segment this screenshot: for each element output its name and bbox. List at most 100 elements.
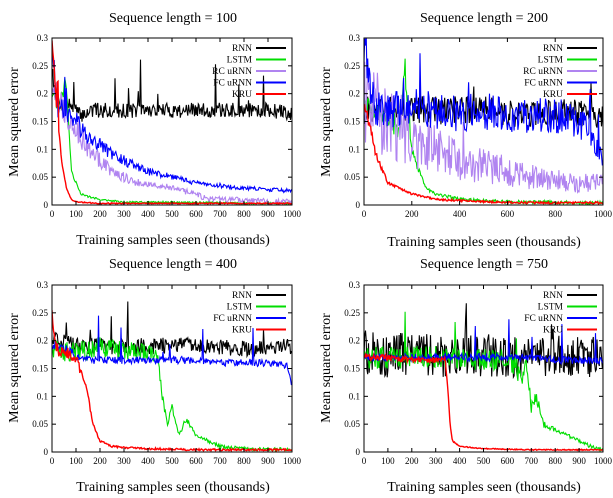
x-tick-label: 0 <box>50 456 55 466</box>
x-axis-label: Training samples seen (thousands) <box>76 480 270 495</box>
legend-label-fc-urnn: FC uRNN <box>213 314 252 324</box>
x-tick-label: 0 <box>362 456 367 466</box>
y-tick-label: 0.1 <box>349 144 360 154</box>
chart-panel-seq-400: Sequence length = 400 Training samples s… <box>7 257 302 495</box>
legend-label-rnn: RNN <box>543 291 563 301</box>
series-line-lstm <box>364 58 603 205</box>
chart-panel-seq-750: Sequence length = 750 Training samples s… <box>319 257 613 495</box>
x-tick-label: 500 <box>165 456 179 466</box>
x-tick-label: 400 <box>453 209 467 219</box>
y-tick-label: 0 <box>44 447 49 457</box>
y-tick-label: 0.3 <box>37 280 49 290</box>
series-line-lstm <box>364 311 603 452</box>
y-tick-label: 0.1 <box>37 391 48 401</box>
y-axis-label: Mean squared error <box>319 313 334 423</box>
x-tick-label: 0 <box>362 209 367 219</box>
x-tick-label: 700 <box>213 209 227 219</box>
y-tick-label: 0.2 <box>37 89 48 99</box>
y-tick-label: 0.3 <box>349 280 361 290</box>
series-line-rnn <box>364 303 603 380</box>
x-axis-label: Training samples seen (thousands) <box>76 233 270 248</box>
x-tick-label: 900 <box>261 456 275 466</box>
legend-label-kru: KRU <box>543 90 563 100</box>
x-tick-label: 1000 <box>594 456 613 466</box>
series-line-fc-urnn <box>52 315 292 386</box>
legend-label-fc-urnn: FC uRNN <box>524 314 563 324</box>
x-tick-label: 400 <box>141 456 155 466</box>
y-tick-label: 0.15 <box>32 364 48 374</box>
chart-panel-seq-100: Sequence length = 100 Training samples s… <box>7 11 302 248</box>
legend-label-lstm: LSTM <box>227 303 253 313</box>
x-tick-label: 300 <box>429 456 443 466</box>
legend-label-lstm: LSTM <box>538 303 564 313</box>
y-tick-label: 0.25 <box>344 61 360 71</box>
y-tick-label: 0.3 <box>349 33 361 43</box>
x-tick-label: 400 <box>141 209 155 219</box>
y-tick-label: 0.1 <box>349 391 360 401</box>
legend-label-rnn: RNN <box>232 44 252 54</box>
x-tick-label: 300 <box>117 456 131 466</box>
series-line-fc-urnn <box>364 38 603 166</box>
y-tick-label: 0 <box>356 447 361 457</box>
y-tick-label: 0.05 <box>32 172 48 182</box>
y-axis-label: Mean squared error <box>7 67 22 177</box>
x-tick-label: 200 <box>93 456 107 466</box>
x-tick-label: 100 <box>69 456 83 466</box>
y-tick-label: 0.15 <box>344 117 360 127</box>
series-line-kru <box>52 310 292 452</box>
series-line-fc-urnn <box>52 47 292 194</box>
x-axis-label: Training samples seen (thousands) <box>387 235 581 250</box>
y-tick-label: 0 <box>356 200 361 210</box>
y-tick-label: 0.2 <box>349 89 360 99</box>
series-line-lstm <box>52 334 292 452</box>
y-tick-label: 0.25 <box>344 308 360 318</box>
x-tick-label: 500 <box>165 209 179 219</box>
y-axis-label: Mean squared error <box>319 67 334 177</box>
x-tick-label: 100 <box>69 209 83 219</box>
legend-label-rnn: RNN <box>543 44 563 54</box>
legend-label-kru: KRU <box>543 326 563 336</box>
chart-title: Sequence length = 200 <box>420 11 548 26</box>
legend-label-kru: KRU <box>232 90 252 100</box>
y-tick-label: 0 <box>44 200 49 210</box>
y-tick-label: 0.05 <box>32 419 48 429</box>
x-axis-label: Training samples seen (thousands) <box>387 480 581 495</box>
legend-label-rnn: RNN <box>232 291 252 301</box>
legend-label-rc-urnn: RC uRNN <box>523 67 563 77</box>
x-tick-label: 900 <box>572 456 586 466</box>
x-tick-label: 0 <box>50 209 55 219</box>
chart-title: Sequence length = 750 <box>420 257 548 272</box>
series-line-rc-urnn <box>364 61 603 194</box>
x-tick-label: 600 <box>501 456 515 466</box>
x-tick-label: 600 <box>189 456 203 466</box>
legend-label-rc-urnn: RC uRNN <box>212 67 252 77</box>
chart-panel-seq-200: Sequence length = 200 Training samples s… <box>319 11 613 250</box>
y-tick-label: 0.15 <box>32 117 48 127</box>
legend-label-lstm: LSTM <box>227 56 253 66</box>
y-tick-label: 0.15 <box>344 364 360 374</box>
x-tick-label: 600 <box>501 209 515 219</box>
plot-frame <box>51 284 293 453</box>
x-tick-label: 500 <box>477 456 491 466</box>
y-tick-label: 0.05 <box>344 419 360 429</box>
series-line-rnn <box>52 59 292 122</box>
x-tick-label: 800 <box>237 456 251 466</box>
x-tick-label: 200 <box>405 456 419 466</box>
x-tick-label: 800 <box>548 209 562 219</box>
y-tick-label: 0.25 <box>32 308 48 318</box>
x-tick-label: 800 <box>548 456 562 466</box>
legend-label-fc-urnn: FC uRNN <box>213 79 252 89</box>
y-tick-label: 0.3 <box>37 33 49 43</box>
y-tick-label: 0.05 <box>344 172 360 182</box>
y-axis-label: Mean squared error <box>7 313 22 423</box>
y-tick-label: 0.2 <box>37 336 48 346</box>
y-tick-label: 0.25 <box>32 61 48 71</box>
y-tick-label: 0.1 <box>37 144 48 154</box>
y-tick-label: 0.2 <box>349 336 360 346</box>
chart-title: Sequence length = 400 <box>109 257 237 272</box>
x-tick-label: 100 <box>381 456 395 466</box>
x-tick-label: 600 <box>189 209 203 219</box>
x-tick-label: 900 <box>261 209 275 219</box>
series-line-kru <box>364 103 603 205</box>
